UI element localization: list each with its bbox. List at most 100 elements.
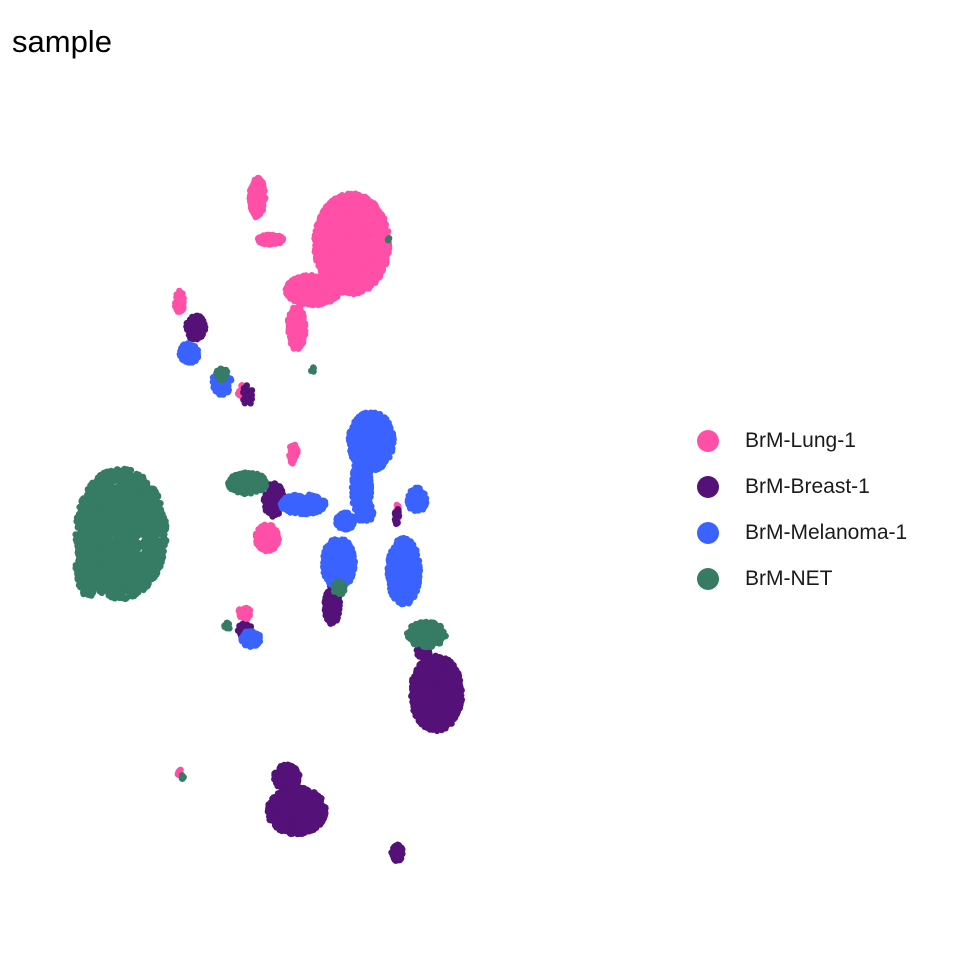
- cluster-0-10: [235, 604, 254, 622]
- point: [316, 216, 324, 223]
- point: [286, 326, 293, 333]
- cluster-1-0: [264, 784, 329, 838]
- point: [358, 219, 366, 226]
- cluster-0-3: [254, 231, 287, 248]
- point: [289, 767, 296, 775]
- point: [290, 291, 297, 299]
- point: [334, 200, 341, 207]
- point: [319, 259, 326, 267]
- point: [267, 529, 274, 536]
- point: [344, 250, 351, 257]
- point: [324, 208, 331, 215]
- point: [346, 191, 353, 198]
- point: [284, 316, 292, 323]
- point: [252, 199, 259, 206]
- point: [260, 190, 267, 197]
- point: [299, 803, 306, 810]
- point: [311, 789, 318, 796]
- point: [307, 278, 314, 286]
- point: [379, 229, 386, 236]
- cluster-0-0: [311, 190, 393, 298]
- point: [374, 254, 381, 262]
- point: [288, 778, 295, 785]
- point: [282, 827, 289, 835]
- point: [365, 240, 372, 247]
- point: [373, 230, 380, 238]
- point: [350, 229, 357, 236]
- point: [307, 273, 314, 280]
- point: [377, 260, 384, 267]
- point: [366, 227, 374, 234]
- point: [283, 767, 291, 775]
- point: [303, 786, 310, 793]
- point: [296, 321, 304, 328]
- point: [299, 275, 307, 282]
- point: [267, 538, 274, 545]
- point: [283, 801, 290, 809]
- point: [331, 278, 338, 285]
- point: [333, 210, 340, 217]
- point: [259, 180, 266, 188]
- series-brm-lung-1: [172, 174, 403, 778]
- point: [282, 816, 289, 823]
- cluster-0-2: [246, 174, 269, 221]
- point: [259, 199, 267, 207]
- point: [289, 822, 296, 830]
- point: [274, 531, 281, 539]
- point: [311, 248, 318, 256]
- point: [303, 794, 311, 801]
- point: [291, 277, 298, 284]
- point: [343, 218, 350, 225]
- point: [290, 338, 297, 345]
- point: [295, 310, 302, 317]
- point: [274, 819, 282, 827]
- point: [252, 185, 259, 192]
- point: [352, 244, 359, 251]
- point: [271, 794, 278, 801]
- point: [255, 526, 262, 533]
- point: [322, 252, 329, 259]
- point: [298, 830, 305, 837]
- cluster-1-1: [271, 761, 303, 793]
- point: [329, 256, 336, 263]
- point: [256, 541, 263, 548]
- point: [307, 807, 315, 814]
- point: [353, 208, 360, 215]
- cluster-0-8: [286, 441, 301, 467]
- point: [285, 809, 292, 816]
- point: [265, 233, 272, 241]
- point: [371, 249, 378, 256]
- point: [271, 770, 278, 777]
- point: [367, 205, 374, 213]
- point: [301, 326, 308, 334]
- point: [358, 206, 366, 214]
- point: [282, 774, 289, 781]
- point: [334, 239, 342, 247]
- point: [178, 307, 186, 314]
- point: [324, 235, 331, 243]
- point: [304, 819, 312, 827]
- point: [291, 283, 298, 291]
- point: [278, 808, 286, 815]
- point: [357, 224, 365, 231]
- point: [359, 237, 367, 245]
- point: [300, 824, 307, 831]
- point: [374, 241, 381, 248]
- point: [336, 259, 344, 267]
- point: [272, 813, 279, 820]
- point: [362, 248, 369, 255]
- point: [263, 523, 271, 530]
- point: [354, 200, 361, 207]
- point: [308, 296, 316, 303]
- point: [296, 338, 303, 345]
- point: [323, 246, 330, 253]
- point: [249, 190, 257, 198]
- point: [340, 264, 347, 272]
- point: [317, 225, 324, 232]
- point: [293, 446, 301, 453]
- point: [319, 283, 326, 290]
- cluster-0-6: [172, 287, 187, 315]
- point: [331, 219, 338, 226]
- point: [173, 293, 181, 301]
